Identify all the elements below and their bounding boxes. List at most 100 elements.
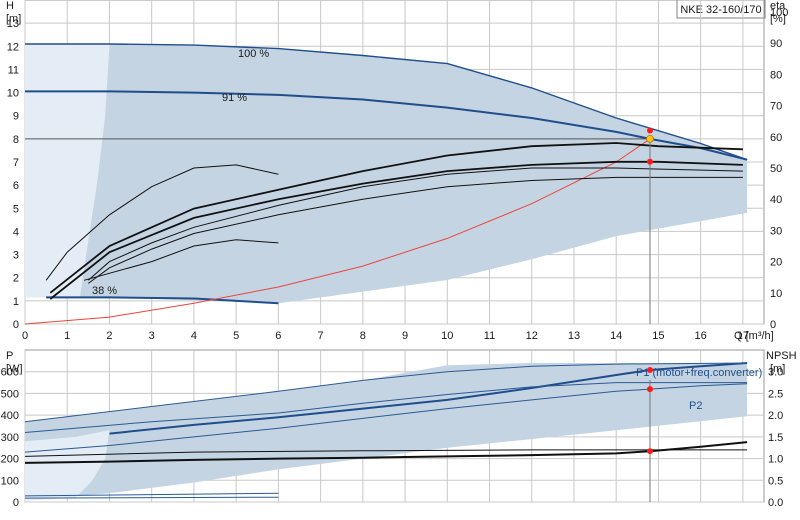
- h-tick-label: 10: [7, 88, 19, 100]
- label-91-percent: 91 %: [222, 92, 247, 104]
- h-axis-unit: [m]: [6, 13, 21, 25]
- title-box: NKE 32-160/170: [676, 0, 766, 19]
- eta-curve: [87, 167, 743, 281]
- eta-axis-label: eta: [770, 0, 786, 12]
- system-curve: [24, 138, 651, 325]
- x-tick-label: 0: [22, 330, 28, 342]
- h-tick-label: 0: [13, 319, 19, 331]
- eta-point: [646, 158, 653, 165]
- npsh-tick-label: 3.0: [768, 367, 783, 379]
- p-tick-label: 300: [1, 432, 19, 444]
- x-tick-label: 8: [360, 330, 366, 342]
- h-tick-label: 9: [13, 111, 19, 123]
- eta-tick-label: 40: [770, 194, 782, 206]
- x-tick-label: 16: [695, 330, 707, 342]
- eta-tick-label: 80: [770, 69, 782, 81]
- x-tick-label: 3: [149, 330, 155, 342]
- eta-tick-label: 0: [770, 319, 776, 331]
- npsh-axis-unit: [m]: [770, 363, 785, 375]
- label-p2: P2: [689, 400, 702, 412]
- head-curve: [25, 43, 748, 161]
- eta-tick-label: 20: [770, 257, 782, 269]
- h-tick-label: 6: [13, 180, 19, 192]
- h-tick-label: 8: [13, 134, 19, 146]
- h-axis-label: H: [6, 0, 14, 12]
- eta-curve: [88, 176, 743, 284]
- x-tick-label: 17: [737, 330, 749, 342]
- head-curve: [25, 90, 748, 161]
- npsh-point: [646, 448, 653, 455]
- eta-tick-label: 100: [770, 7, 788, 19]
- h-tick-label: 12: [7, 41, 19, 53]
- chart-title: NKE 32-160/170: [680, 4, 761, 16]
- p1-curve: [109, 362, 748, 435]
- upper-chart-area: 0123456789101112130102030405060708090100…: [7, 0, 788, 342]
- eta-tick-label: 10: [770, 288, 782, 300]
- p-tick-label: 200: [1, 454, 19, 466]
- power-curve: [24, 362, 748, 423]
- p-tick-label: 100: [1, 475, 19, 487]
- x-tick-label: 10: [441, 330, 453, 342]
- h-tick-label: 7: [13, 157, 19, 169]
- label-p1: P1 (motor+freq.converter): [636, 367, 762, 379]
- npsh-axis-label: NPSH: [766, 350, 797, 362]
- x-tick-label: 7: [318, 330, 324, 342]
- h-tick-label: 11: [8, 64, 19, 76]
- x-tick-label: 11: [484, 330, 495, 342]
- operating-point: [646, 134, 654, 143]
- eta-tick-label: 90: [770, 38, 782, 50]
- power-curve: [24, 382, 748, 433]
- p-axis-unit: [W]: [6, 363, 23, 375]
- npsh-tick-label: 0.5: [768, 475, 783, 487]
- power-curve: [24, 492, 279, 497]
- h-tick-label: 4: [13, 226, 19, 238]
- h-tick-label: 13: [7, 18, 19, 30]
- power-curve: [24, 496, 279, 499]
- eta-axis-unit: [%]: [770, 13, 786, 25]
- npsh-tick-label: 2.5: [768, 388, 783, 400]
- p-tick-label: 600: [1, 367, 19, 379]
- eta-tick-label: 60: [770, 132, 782, 144]
- label-38-percent: 38 %: [92, 285, 117, 297]
- eta-curve: [83, 239, 279, 281]
- low-flow-region: [25, 430, 110, 501]
- x-tick-label: 13: [568, 330, 580, 342]
- p-tick-label: 500: [1, 388, 19, 400]
- npsh-tick-label: 1.0: [768, 454, 783, 466]
- p-tick-label: 400: [1, 410, 19, 422]
- head-curve: [46, 296, 279, 305]
- lower-chart-area: 0 100 200 300 400 500 600 0.0 0.5 1.0 1.5 2.0 2.5 3.0: [1, 349, 783, 509]
- h-tick-label: 1: [13, 296, 19, 308]
- p2-point: [646, 386, 653, 393]
- x-tick-label: 9: [402, 330, 408, 342]
- label-100-percent: 100 %: [238, 48, 269, 60]
- x-tick-label: 2: [106, 330, 112, 342]
- h-tick-label: 5: [13, 203, 19, 215]
- x-tick-label: 12: [526, 330, 538, 342]
- x-tick-label: 4: [191, 330, 197, 342]
- x-tick-label: 15: [652, 330, 664, 342]
- h-tick-label: 3: [13, 250, 19, 262]
- eta-tick-label: 50: [770, 163, 782, 175]
- eta-curve: [45, 164, 279, 281]
- operating-envelope: [25, 44, 748, 304]
- h-tick-label: 2: [13, 273, 19, 285]
- npsh-tick-label: 0.0: [768, 497, 783, 509]
- x-tick-label: 1: [64, 330, 70, 342]
- x-tick-label: 14: [610, 330, 622, 342]
- x-axis-label: Q [m³/h]: [734, 330, 774, 342]
- power-envelope: [25, 363, 748, 500]
- x-tick-label: 5: [233, 330, 239, 342]
- npsh-tick-label: 1.5: [768, 432, 783, 444]
- eta-tick-label: 70: [770, 101, 782, 113]
- eta-point: [646, 127, 653, 134]
- p-axis-label: P: [6, 350, 13, 362]
- npsh-tick-label: 2.0: [768, 410, 783, 422]
- eta-curve: [49, 160, 743, 300]
- npsh-curve: [24, 449, 748, 457]
- eta-curve: [49, 142, 743, 294]
- eta-tick-label: 30: [770, 225, 782, 237]
- x-tick-label: 6: [275, 330, 281, 342]
- p-tick-label: 0: [13, 497, 19, 509]
